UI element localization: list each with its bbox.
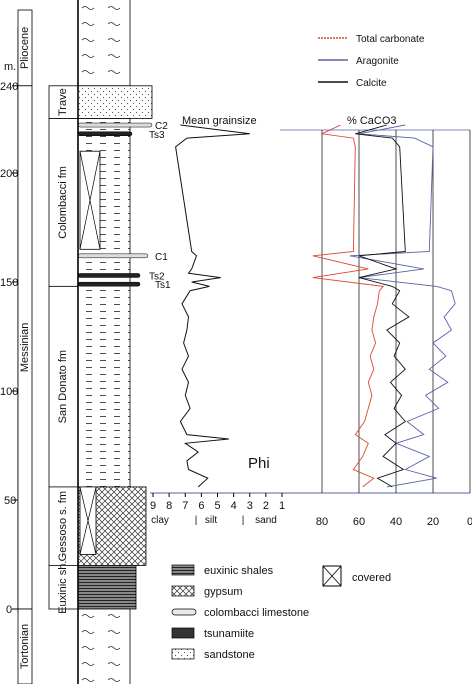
depth-tick-label: 100 xyxy=(0,386,18,398)
legend-label: sandstone xyxy=(204,649,255,661)
formation-label: San Donato fm xyxy=(57,350,69,423)
caco3-series-line-2 xyxy=(355,124,410,488)
caco3-tick-label: 40 xyxy=(390,516,402,528)
grain-class-label: | xyxy=(242,515,245,526)
formation-label: Euxinic sh. xyxy=(57,561,69,614)
depth-tick-label: 240 xyxy=(0,81,18,93)
legend-swatch xyxy=(171,648,195,660)
series-legend: Total carbonate Aragonite Calcite xyxy=(318,34,425,89)
lithology-log xyxy=(77,0,153,684)
depth-unit-label: m. xyxy=(4,61,16,73)
marker-bed xyxy=(77,273,141,278)
legend-label: covered xyxy=(352,572,391,584)
marker-label: C2 xyxy=(155,121,168,132)
grainsize-xlabel: Phi xyxy=(248,455,270,472)
grainsize-tick-label: 7 xyxy=(182,500,188,512)
grainsize-tick-label: 2 xyxy=(263,500,269,512)
stage-label: Pliocene xyxy=(19,27,31,69)
caco3-series-line-1 xyxy=(349,124,456,488)
grainsize-tick-label: 6 xyxy=(198,500,204,512)
formation-label: Trave xyxy=(57,88,69,116)
formation-band xyxy=(48,118,79,287)
formation-label: Colombacci fm xyxy=(57,166,69,239)
caco3-title: % CaCO3 xyxy=(347,115,397,127)
legend-entry: Calcite xyxy=(356,78,387,89)
depth-tick-label: 200 xyxy=(0,168,18,180)
marker-label: Ts3 xyxy=(149,130,165,141)
log-euxinic-segment xyxy=(77,565,137,610)
log-sandstone-segment xyxy=(77,85,153,119)
legend-covered-swatch xyxy=(322,565,342,587)
log-tortonian-segment xyxy=(77,608,131,684)
stratigraphic-columns: Pliocene Messinian Tortonian Trave Colombacc… xyxy=(17,9,79,684)
caco3-tick-label: 60 xyxy=(353,516,365,528)
marker-bed xyxy=(77,131,133,137)
log-pliocene-segment xyxy=(77,0,131,87)
formation-band xyxy=(48,85,79,119)
legend-swatch xyxy=(171,627,195,639)
grainsize-series-line xyxy=(175,124,250,488)
marker-bed xyxy=(77,253,149,259)
depth-tick-label: 150 xyxy=(0,277,18,289)
covered-interval xyxy=(79,486,97,555)
depth-tick-label: 50 xyxy=(4,495,16,507)
grain-class-label: silt xyxy=(205,515,217,526)
stage-label: Tortonian xyxy=(19,624,31,669)
formation-label: Gessoso s. fm xyxy=(57,491,69,561)
marker-label: C1 xyxy=(155,252,168,263)
marker-bed xyxy=(77,281,141,287)
stage-band xyxy=(17,608,33,684)
grainsize-tick-label: 4 xyxy=(231,500,237,512)
grain-class-label: sand xyxy=(255,515,277,526)
lithology-legend: euxinic shales gypsum colombacci limestone… xyxy=(171,564,391,661)
legend-entry: Total carbonate xyxy=(356,34,425,45)
legend-entry: Aragonite xyxy=(356,56,399,67)
grainsize-title: Mean grainsize xyxy=(182,115,257,127)
depth-axis: m. 0 50 100 150 200 240 xyxy=(0,28,19,616)
grainsize-tick-label: 9 xyxy=(150,500,156,512)
marker-bed xyxy=(77,122,153,128)
formation-band xyxy=(48,285,79,488)
legend-label: gypsum xyxy=(204,586,243,598)
depth-tick-label: 0 xyxy=(6,604,12,616)
covered-interval xyxy=(79,150,101,250)
grainsize-tick-label: 8 xyxy=(166,500,172,512)
grain-class-label: | xyxy=(195,515,198,526)
legend-label: colombacci limestone xyxy=(204,607,309,619)
grainsize-tick-label: 3 xyxy=(247,500,253,512)
legend-swatch xyxy=(171,608,197,616)
stage-label: Messinian xyxy=(19,323,31,373)
legend-swatch xyxy=(171,585,195,597)
caco3-series-line-0 xyxy=(312,124,384,488)
grain-class-label: clay xyxy=(151,515,169,526)
caco3-tick-label: 0 xyxy=(467,516,472,528)
caco3-tick-label: 80 xyxy=(316,516,328,528)
caco3-panel: % CaCO3 80 60 40 20 0 xyxy=(280,115,472,528)
marker-label: Ts1 xyxy=(155,280,171,291)
legend-swatch xyxy=(171,564,195,576)
legend-label: euxinic shales xyxy=(204,565,274,577)
grainsize-tick-label: 5 xyxy=(214,500,220,512)
grainsize-tick-label: 1 xyxy=(279,500,285,512)
caco3-tick-label: 20 xyxy=(427,516,439,528)
formation-band xyxy=(48,486,79,566)
marker-label: Ts2 xyxy=(149,271,165,282)
legend-label: tsunamiite xyxy=(204,628,254,640)
